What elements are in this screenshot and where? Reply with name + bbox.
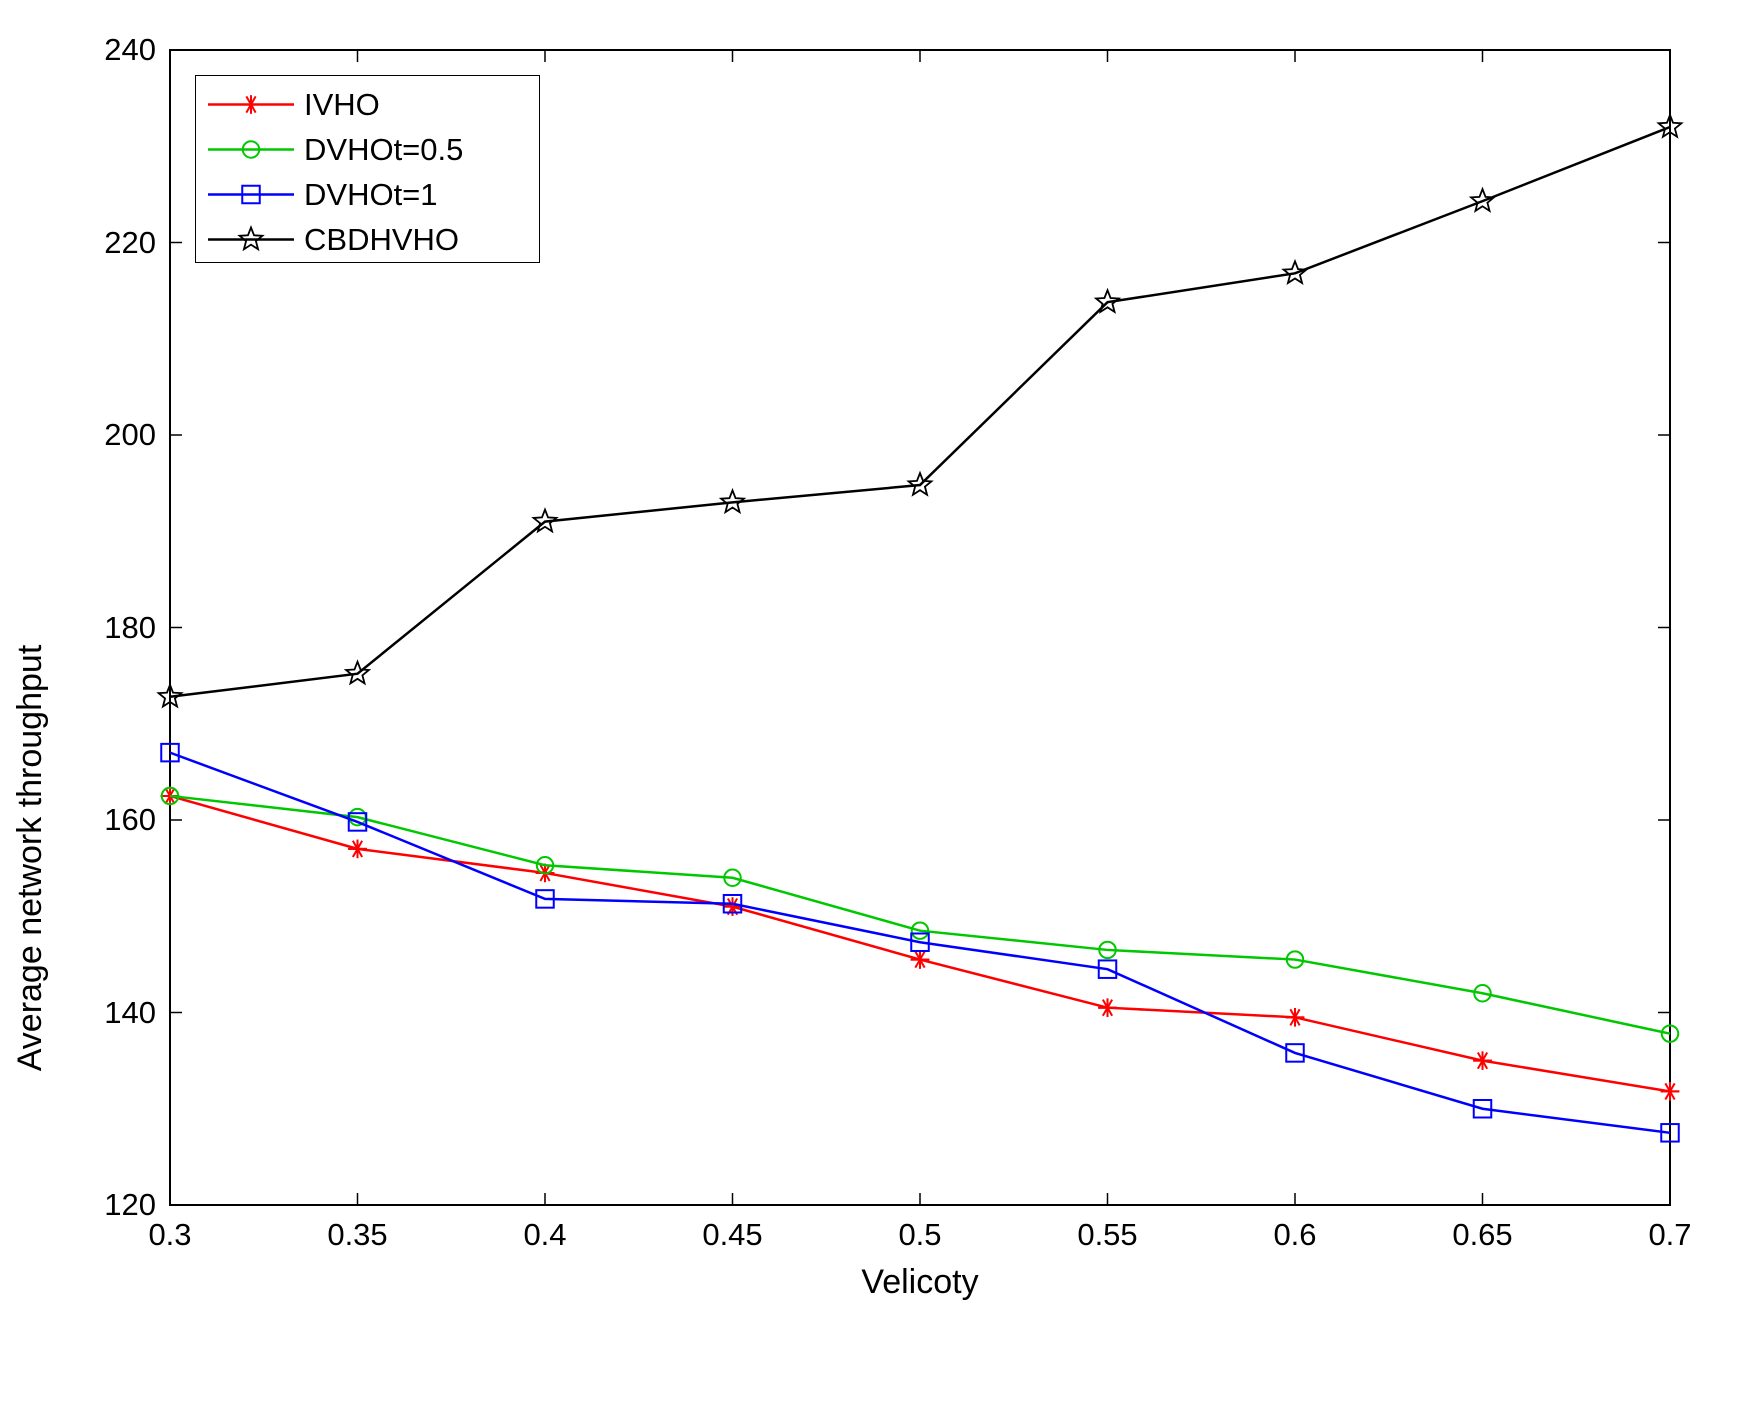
y-tick-label: 140: [104, 995, 156, 1031]
y-tick-label: 160: [104, 802, 156, 838]
x-tick-label: 0.65: [1452, 1217, 1512, 1253]
x-tick-label: 0.7: [1648, 1217, 1691, 1253]
legend-item-label: IVHO: [304, 87, 380, 123]
x-axis-label: Velicoty: [861, 1263, 978, 1302]
x-tick-label: 0.35: [327, 1217, 387, 1253]
legend: IVHO DVHOt=0.5 DVHOt=1 CBDHVHO: [195, 75, 540, 263]
y-tick-label: 200: [104, 417, 156, 453]
x-tick-label: 0.45: [702, 1217, 762, 1253]
y-tick-label: 220: [104, 225, 156, 261]
y-tick-label: 120: [104, 1187, 156, 1223]
y-tick-label: 180: [104, 610, 156, 646]
x-tick-label: 0.6: [1273, 1217, 1316, 1253]
x-tick-label: 0.4: [523, 1217, 566, 1253]
y-axis-label: Average network throughput: [11, 644, 50, 1071]
chart-container: Average network throughput Velicoty 0.30…: [0, 0, 1745, 1402]
x-tick-label: 0.5: [898, 1217, 941, 1253]
legend-item-label: CBDHVHO: [304, 222, 459, 258]
legend-item-label: DVHOt=1: [304, 177, 438, 213]
legend-item-label: DVHOt=0.5: [304, 132, 463, 168]
x-tick-label: 0.55: [1077, 1217, 1137, 1253]
y-tick-label: 240: [104, 32, 156, 68]
